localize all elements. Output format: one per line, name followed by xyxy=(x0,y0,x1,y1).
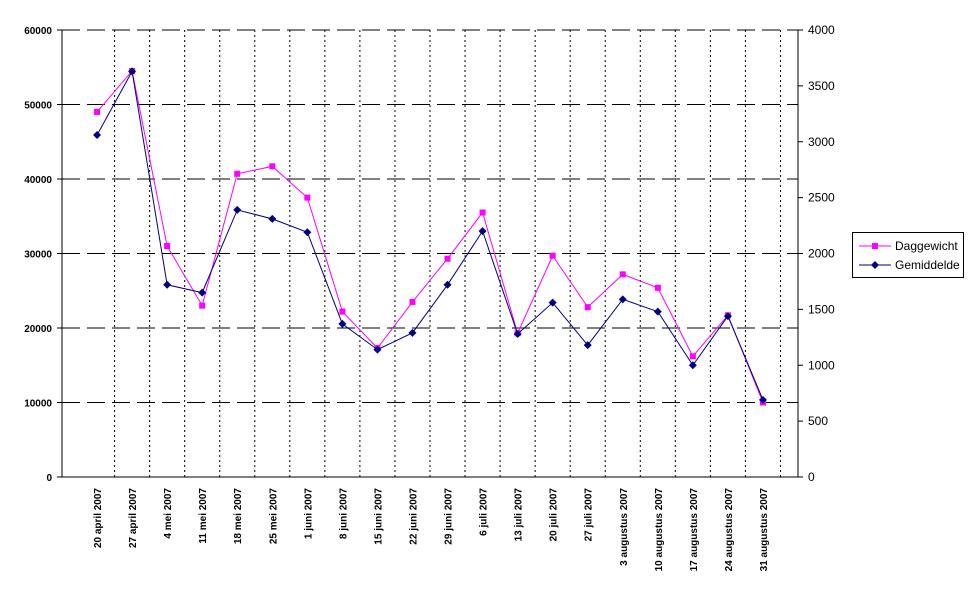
series-line xyxy=(96,69,764,401)
data-point xyxy=(653,307,662,316)
legend-swatch-gemiddelde xyxy=(859,261,891,269)
data-point xyxy=(443,280,452,289)
data-point xyxy=(128,67,137,76)
x-tick-label: 6 juli 2007 xyxy=(479,488,490,536)
left-tick-label: 20000 xyxy=(24,324,52,335)
x-tick-label: 11 mei 2007 xyxy=(198,488,209,544)
right-tick-label: 2000 xyxy=(808,247,835,261)
grid-lines xyxy=(62,29,798,477)
data-point xyxy=(233,205,242,214)
x-tick-label: 22 juni 2007 xyxy=(408,488,419,545)
x-tick-label: 24 augustus 2007 xyxy=(724,488,735,572)
data-point xyxy=(198,288,207,297)
x-tick-label: 4 mei 2007 xyxy=(163,488,174,539)
data-point xyxy=(723,312,732,321)
x-axis-ticks: 20 april 2007 27 april 2007 4 mei 2007 11 m… xyxy=(93,488,770,572)
data-point xyxy=(513,329,522,338)
series-line xyxy=(96,69,764,403)
left-tick-label: 50000 xyxy=(24,101,52,112)
legend-entry-daggewicht: Daggewicht xyxy=(857,237,963,255)
right-tick-label: 3500 xyxy=(808,79,835,93)
data-point xyxy=(549,252,556,259)
data-point xyxy=(338,319,347,328)
data-point xyxy=(584,304,591,311)
data-point xyxy=(583,341,592,350)
data-point xyxy=(269,163,276,170)
data-point xyxy=(444,255,451,262)
data-point xyxy=(93,131,102,140)
x-tick-label: 15 juni 2007 xyxy=(373,488,384,545)
series-gemiddelde xyxy=(93,67,767,404)
data-point xyxy=(618,295,627,304)
data-point xyxy=(373,345,382,354)
right-tick-label: 0 xyxy=(808,470,815,484)
right-tick-label: 4000 xyxy=(808,23,835,37)
right-tick-label: 2500 xyxy=(808,191,835,205)
left-tick-label: 0 xyxy=(46,473,52,484)
data-point xyxy=(654,284,661,291)
x-tick-label: 13 juli 2007 xyxy=(514,488,525,542)
legend-label-daggewicht: Daggewicht xyxy=(895,239,958,253)
x-tick-label: 31 augustus 2007 xyxy=(759,488,770,572)
right-tick-label: 500 xyxy=(808,414,828,428)
data-point xyxy=(548,298,557,307)
left-tick-label: 60000 xyxy=(24,26,52,37)
data-point xyxy=(619,271,626,278)
data-point xyxy=(94,108,101,115)
data-point xyxy=(164,243,171,250)
x-tick-label: 20 juli 2007 xyxy=(549,488,560,542)
legend: Daggewicht Gemiddelde xyxy=(852,232,964,278)
left-tick-label: 10000 xyxy=(24,399,52,410)
data-point xyxy=(268,214,277,223)
data-point xyxy=(688,361,697,370)
data-point xyxy=(408,328,417,337)
data-point xyxy=(199,302,206,309)
data-point xyxy=(479,209,486,216)
data-point xyxy=(339,308,346,315)
x-tick-label: 27 april 2007 xyxy=(128,488,139,548)
x-tick-label: 17 augustus 2007 xyxy=(689,488,700,572)
left-tick-label: 40000 xyxy=(24,175,52,186)
data-point xyxy=(163,280,172,289)
x-tick-label: 18 mei 2007 xyxy=(233,488,244,545)
left-tick-label: 30000 xyxy=(24,250,52,261)
right-axis-ticks: 0 500 1000 1500 2000 2500 3000 3500 4000 xyxy=(798,23,835,484)
x-tick-label: 1 juni 2007 xyxy=(303,488,314,540)
data-point xyxy=(234,170,241,177)
data-point xyxy=(758,395,767,404)
data-point xyxy=(689,353,696,360)
x-tick-label: 3 augustus 2007 xyxy=(619,488,630,566)
data-point xyxy=(304,194,311,201)
data-point xyxy=(303,228,312,237)
right-tick-label: 1000 xyxy=(808,358,835,372)
data-series xyxy=(93,67,767,406)
left-axis-ticks: 0 10000 20000 30000 40000 50000 60000 xyxy=(24,26,62,484)
x-tick-label: 27 juli 2007 xyxy=(584,488,595,542)
x-tick-label: 10 augustus 2007 xyxy=(654,488,665,572)
x-tick-label: 29 juni 2007 xyxy=(444,488,455,545)
legend-label-gemiddelde: Gemiddelde xyxy=(895,258,960,272)
legend-entry-gemiddelde: Gemiddelde xyxy=(857,256,963,274)
x-tick-label: 8 juni 2007 xyxy=(338,488,349,540)
right-tick-label: 3000 xyxy=(808,135,835,149)
x-tick-label: 20 april 2007 xyxy=(93,488,104,548)
data-point xyxy=(409,298,416,305)
legend-swatch-daggewicht xyxy=(859,243,891,249)
data-point xyxy=(478,227,487,236)
right-tick-label: 1500 xyxy=(808,302,835,316)
x-tick-label: 25 mei 2007 xyxy=(268,488,279,545)
